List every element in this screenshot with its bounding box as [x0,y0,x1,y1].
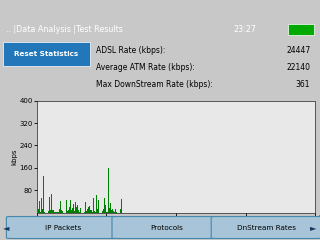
Bar [288,24,314,35]
Text: 24447: 24447 [286,46,310,55]
Text: min: min [318,214,320,220]
Text: Protocols: Protocols [150,224,183,230]
Text: ►: ► [310,223,317,232]
FancyBboxPatch shape [211,216,320,239]
Text: 23:27: 23:27 [234,25,257,34]
Text: .. |Data Analysis |Test Results: .. |Data Analysis |Test Results [6,25,123,34]
FancyBboxPatch shape [3,42,90,66]
Text: ◄: ◄ [3,223,10,232]
Text: 361: 361 [296,80,310,89]
Text: DnStream Rates: DnStream Rates [237,224,296,230]
FancyBboxPatch shape [112,216,221,239]
Y-axis label: kbps: kbps [12,148,18,165]
Text: Max DownStream Rate (kbps):: Max DownStream Rate (kbps): [96,80,213,89]
FancyBboxPatch shape [6,216,120,239]
Text: ADSL Rate (kbps):: ADSL Rate (kbps): [96,46,165,55]
Text: Average ATM Rate (kbps):: Average ATM Rate (kbps): [96,63,195,72]
Text: Reset Statistics: Reset Statistics [14,51,78,57]
Text: IP Packets: IP Packets [45,224,81,230]
Text: 22140: 22140 [286,63,310,72]
